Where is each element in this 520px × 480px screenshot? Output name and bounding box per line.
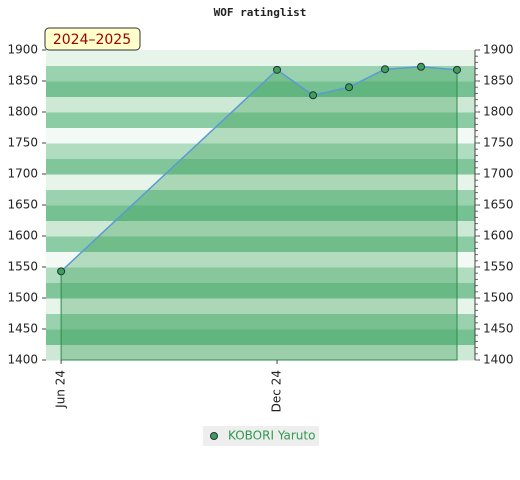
- y2-tick-label: 1900: [483, 43, 514, 57]
- point: [381, 65, 390, 74]
- legend-marker: [210, 432, 218, 440]
- band: [46, 50, 475, 66]
- y2-tick-label: 1550: [483, 260, 514, 274]
- point: [273, 65, 282, 74]
- y-tick-label: 1500: [7, 291, 38, 305]
- y2-tick-label: 1600: [483, 229, 514, 243]
- badge-box: [44, 27, 141, 51]
- band: [46, 127, 475, 144]
- y-tick-label: 1550: [7, 260, 38, 274]
- y2-tick-label: 1750: [483, 136, 514, 150]
- band: [46, 205, 475, 221]
- y-tick-label: 1850: [7, 74, 38, 88]
- x-tick-label: Dec 24: [270, 370, 284, 412]
- point: [57, 267, 66, 276]
- band: [46, 81, 475, 97]
- x-tick-label: Jun 24: [54, 370, 68, 409]
- y-tick-label: 1700: [7, 167, 38, 181]
- y2-tick-label: 1400: [483, 353, 514, 367]
- y2-tick-label: 1800: [483, 105, 514, 119]
- legend-label: KOBORI Yaruto: [228, 429, 315, 443]
- chart-title: WOF ratinglist: [214, 6, 307, 19]
- band: [46, 267, 475, 283]
- band: [46, 220, 475, 237]
- band: [46, 298, 475, 314]
- y-tick-label: 1650: [7, 198, 38, 212]
- legend-box: [203, 426, 319, 446]
- y-tick-label: 1450: [7, 322, 38, 336]
- y2-tick-label: 1850: [483, 74, 514, 88]
- band: [46, 112, 475, 128]
- band: [46, 329, 475, 345]
- band: [46, 282, 475, 299]
- y2-tick-label: 1500: [483, 291, 514, 305]
- y2-tick-label: 1700: [483, 167, 514, 181]
- y-tick-label: 1400: [7, 353, 38, 367]
- band: [46, 313, 475, 330]
- point: [345, 83, 354, 92]
- band: [46, 158, 475, 175]
- band: [46, 236, 475, 252]
- band: [46, 344, 475, 361]
- band: [46, 251, 475, 268]
- y-tick-label: 1800: [7, 105, 38, 119]
- y-tick-label: 1900: [7, 43, 38, 57]
- plot-area: [46, 50, 475, 361]
- band: [46, 189, 475, 206]
- point: [453, 65, 462, 74]
- y2-tick-label: 1450: [483, 322, 514, 336]
- band: [46, 143, 475, 159]
- y2-tick-label: 1650: [483, 198, 514, 212]
- band: [46, 96, 475, 113]
- y-tick-label: 1750: [7, 136, 38, 150]
- season-badge: 2024–2025: [53, 32, 131, 48]
- y-tick-label: 1600: [7, 229, 38, 243]
- point: [309, 91, 318, 100]
- point: [417, 62, 426, 71]
